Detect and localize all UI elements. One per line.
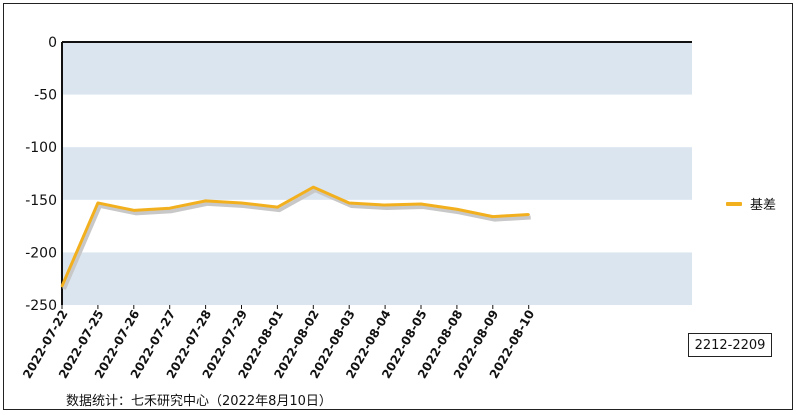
y-tick-label: -150 [25, 193, 57, 209]
grid-band [62, 252, 692, 305]
source-note: 数据统计：七禾研究中心（2022年8月10日） [66, 394, 332, 409]
data-point [348, 201, 351, 205]
grid-band [62, 147, 692, 200]
legend-swatch [726, 201, 742, 206]
grid-bands [62, 42, 692, 305]
data-point [491, 215, 494, 218]
legend: 基差 [726, 194, 776, 213]
data-point [96, 201, 100, 205]
line-chart: 0 -50 -100 -150 -200 -250 2022-07-222022-07-2… [20, 35, 692, 381]
data-point [276, 205, 279, 209]
data-point [132, 209, 135, 212]
y-tick-label: -200 [25, 245, 57, 261]
data-point [312, 185, 315, 189]
y-tick-label: -250 [25, 298, 57, 314]
chart-frame: 0 -50 -100 -150 -200 -250 2022-07-22 2022-07-2… [3, 3, 793, 410]
data-point [383, 203, 387, 207]
series-line [60, 185, 529, 287]
data-point [204, 199, 207, 203]
y-tick-label: -100 [25, 140, 57, 156]
y-tick-label: -50 [34, 88, 57, 104]
y-tick-label: 0 [48, 35, 57, 51]
y-axis-ticks: 0 -50 -100 -150 -200 -250 [25, 35, 57, 314]
data-point [240, 201, 243, 205]
data-point [60, 284, 64, 288]
data-point [168, 207, 171, 210]
data-point [455, 208, 459, 211]
series-shadow [62, 188, 531, 290]
data-point [527, 213, 530, 216]
axes [61, 41, 692, 305]
contract-spread-badge: 2212-2209 [688, 333, 772, 357]
series-layer [60, 185, 531, 290]
x-axis-ticks: 2022-07-222022-07-252022-07-262022-07-27… [20, 305, 537, 381]
data-point [419, 202, 423, 206]
grid-band [62, 42, 692, 95]
legend-label: 基差 [750, 198, 777, 213]
